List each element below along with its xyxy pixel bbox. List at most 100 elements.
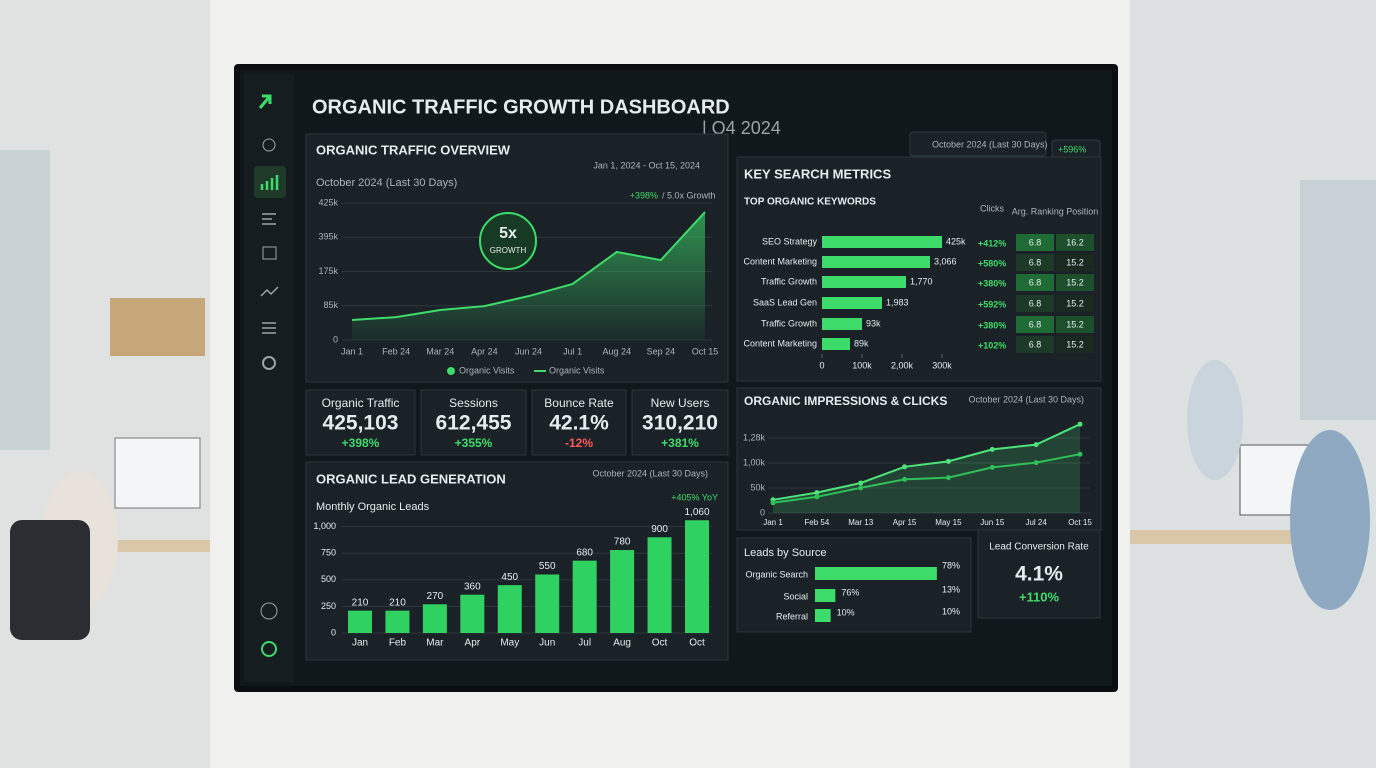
y-tick-label: 750 [321, 548, 336, 558]
clicks-label: 89k [854, 338, 869, 348]
x-tick-label: 2,00k [891, 360, 914, 370]
panel-title: KEY SEARCH METRICS [744, 166, 891, 181]
category-label: SaaS Lead Gen [753, 297, 817, 307]
rank-cell [1016, 254, 1054, 271]
x-tick-label: Feb [389, 638, 407, 649]
settings-icon[interactable] [261, 641, 277, 657]
rank-cell [1056, 336, 1094, 353]
panel-title: Leads by Source [744, 547, 827, 559]
desk [100, 540, 210, 552]
date-filter[interactable]: October 2024 (Last 30 Days) [592, 468, 708, 478]
y-tick-label: 1,00k [743, 457, 766, 467]
y-tick-label: 1,000 [313, 521, 336, 531]
x-tick-label: Oct [689, 638, 705, 649]
rank-value: 15.2 [1066, 298, 1084, 308]
point [1077, 421, 1083, 427]
bar [385, 610, 410, 633]
point [814, 494, 820, 500]
category-label: Social [783, 591, 808, 601]
filter-icon[interactable] [262, 322, 276, 334]
nav-active[interactable] [254, 166, 286, 198]
change-label: +102% [978, 340, 1006, 350]
calendar-icon[interactable] [262, 246, 277, 260]
point [945, 458, 951, 464]
bar [822, 318, 862, 330]
search-icon[interactable] [262, 138, 276, 152]
point [1033, 460, 1039, 466]
bar [422, 604, 447, 633]
kpi-label: Sessions [449, 396, 498, 410]
list-icon[interactable] [262, 213, 276, 225]
sources-panel [736, 537, 972, 633]
x-tick-label: Jul 24 [1025, 518, 1047, 527]
subtitle: October 2024 (Last 30 Days) [316, 177, 457, 189]
point [1033, 442, 1039, 448]
clicks-label: 1,983 [886, 297, 909, 307]
value-label: 1,060 [684, 507, 709, 518]
bar [647, 537, 672, 633]
date-filter-text: October 2024 (Last 30 Days) [932, 139, 1048, 149]
value-label: 10% [942, 606, 960, 616]
y-tick-label: 0 [331, 627, 336, 637]
date-filter[interactable] [909, 131, 1047, 157]
column-header: Arg. Ranking Position [1012, 206, 1099, 216]
value-label: 210 [389, 597, 406, 608]
point [858, 480, 864, 486]
y-tick-label: 0 [760, 507, 765, 517]
impressions-panel [736, 387, 1102, 531]
bar [460, 594, 485, 633]
rank-value: 6.8 [1029, 237, 1042, 247]
value-label: 900 [651, 524, 668, 535]
x-tick-label: May [500, 638, 519, 649]
x-tick-label: Jan 1 [341, 346, 363, 356]
kpi-value: 425,103 [323, 412, 399, 435]
y-tick-label: 50k [750, 482, 765, 492]
desk [1130, 530, 1330, 544]
x-tick-label: Jan [352, 638, 368, 649]
category-label: SEO Strategy [762, 236, 818, 246]
x-tick-label: Jun [539, 638, 555, 649]
y-tick-label: 0 [333, 334, 338, 344]
value-label: 450 [501, 572, 518, 583]
kpi-value: 612,455 [436, 412, 512, 435]
category-label: Content Marketing [743, 256, 817, 266]
date-filter[interactable]: October 2024 (Last 30 Days) [968, 394, 1084, 404]
help-icon[interactable] [260, 602, 278, 620]
y-tick-label: 85k [323, 300, 338, 310]
bar [822, 338, 850, 350]
legend-label: Organic Visits [549, 365, 605, 375]
trend-icon[interactable] [260, 286, 279, 297]
growth-note: / 5.0x Growth [662, 190, 716, 200]
rank-value: 15.2 [1066, 277, 1084, 287]
chart-icon [260, 175, 279, 190]
rank-cell [1016, 295, 1054, 312]
kpi-change: +398% [342, 436, 380, 450]
category-label: Referral [776, 611, 808, 621]
kpi-change: -12% [565, 436, 593, 450]
rank-cell [1016, 336, 1054, 353]
panel-title: ORGANIC IMPRESSIONS & CLICKS [744, 394, 947, 408]
rank-cell [1016, 234, 1054, 251]
bar [572, 560, 597, 633]
growth: +398% [630, 190, 658, 200]
y-tick-label: 1,28k [743, 432, 766, 442]
rank-cell [1056, 274, 1094, 291]
rank-cell [1056, 234, 1094, 251]
clicks-label: 93k [866, 318, 881, 328]
monitor [114, 437, 201, 509]
legend-dot [447, 367, 455, 375]
settings-icon[interactable] [262, 356, 276, 370]
subtitle: Monthly Organic Leads [316, 501, 430, 513]
x-tick-label: Aug [613, 638, 631, 649]
bar [535, 574, 560, 633]
x-tick-label: Feb 54 [804, 518, 829, 527]
rank-value: 6.8 [1029, 298, 1042, 308]
kpi-card [531, 389, 627, 456]
x-tick-label: Mar 13 [848, 518, 873, 527]
value-label: 210 [352, 597, 369, 608]
point [814, 490, 820, 496]
x-tick-label: Apr 24 [471, 346, 498, 356]
clicks-label: 425k [946, 236, 966, 246]
point [902, 476, 908, 482]
kpi-value: 310,210 [642, 412, 718, 435]
